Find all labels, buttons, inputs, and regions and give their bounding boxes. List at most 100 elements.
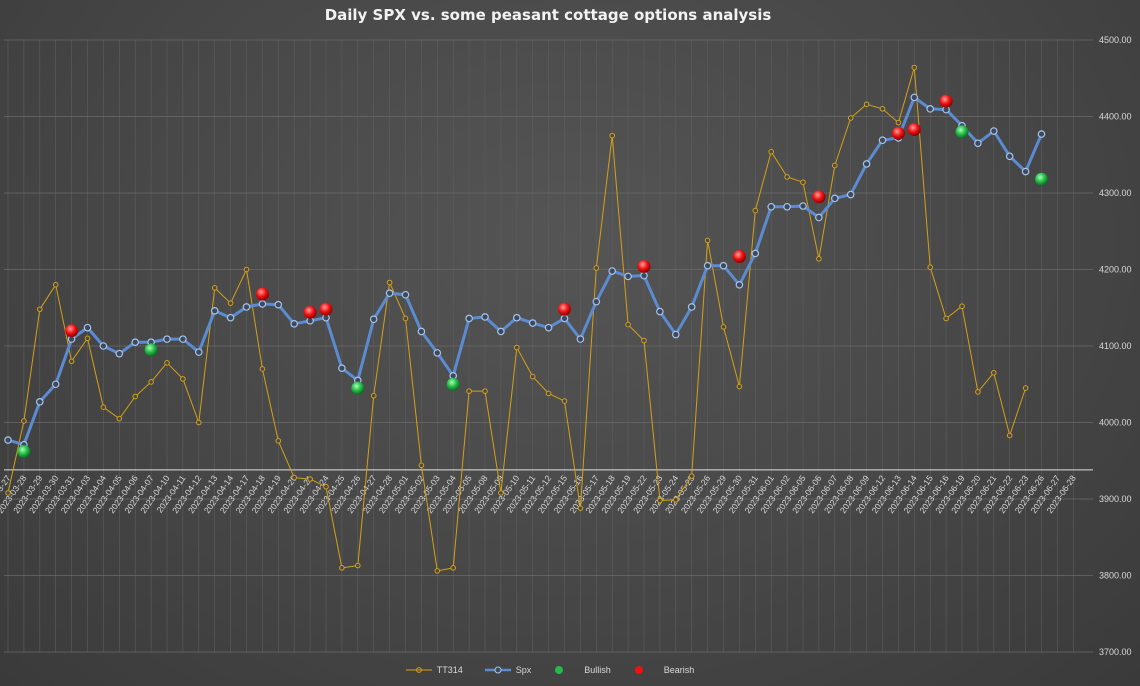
bearish-marker — [255, 287, 269, 301]
spx-point — [1021, 167, 1030, 176]
y-tick-label: 3800.00 — [1099, 571, 1132, 581]
tt314-point — [100, 404, 107, 411]
tt314-point — [625, 321, 631, 328]
tt314-point — [514, 344, 520, 351]
spx-point — [258, 300, 267, 308]
spx-point — [210, 307, 219, 315]
tt314-point — [211, 285, 218, 291]
legend-swatch-bullish — [555, 666, 564, 674]
bullish-marker — [955, 125, 969, 139]
spx-point — [751, 249, 760, 258]
spx-point — [401, 290, 410, 299]
spx-point — [417, 327, 426, 336]
tt314-point — [768, 148, 775, 155]
tt314-point — [800, 179, 806, 186]
spx-point — [4, 436, 12, 444]
y-tick-label: 4300.00 — [1099, 188, 1132, 198]
legend-label-bearish: Bearish — [663, 665, 695, 675]
spx-point — [195, 348, 203, 356]
spx-point — [274, 300, 283, 309]
spx-point — [989, 127, 998, 135]
spx-point — [481, 313, 489, 321]
spx-point — [131, 338, 140, 346]
y-tick-label: 3700.00 — [1099, 647, 1132, 657]
spx-point — [799, 202, 807, 210]
spx-point — [735, 280, 744, 289]
tt314-point — [164, 360, 170, 366]
spx-point — [926, 105, 935, 113]
spx-point — [179, 335, 187, 343]
y-tick-label: 4500.00 — [1099, 35, 1132, 45]
tt314-point — [402, 315, 409, 322]
tt314-point — [498, 490, 504, 496]
tt314-point — [991, 369, 997, 376]
tt314-point — [736, 383, 743, 390]
spx-point — [369, 315, 378, 324]
spx-point — [338, 364, 346, 372]
legend-label-tt314: TT314 — [436, 665, 463, 675]
legend: TT314 Spx Bullish Bearish — [0, 665, 1100, 675]
tt314-point — [307, 476, 313, 482]
bullish-marker — [17, 445, 31, 459]
tt314-point — [704, 237, 711, 244]
legend-item-tt314: TT314 — [405, 665, 463, 675]
spx-point — [687, 303, 696, 311]
spx-point — [226, 313, 235, 322]
bullish-marker — [1035, 172, 1048, 186]
y-tick-label: 4100.00 — [1099, 341, 1132, 351]
tt314-point — [196, 419, 202, 426]
spx-point — [878, 136, 887, 145]
bearish-marker — [558, 302, 571, 316]
tt314-point — [609, 132, 616, 139]
spx-point — [465, 314, 473, 323]
tt314-point — [5, 490, 11, 496]
tt314-point — [386, 279, 393, 286]
spx-point — [974, 139, 982, 148]
spx-point — [671, 330, 680, 339]
spx-point — [83, 323, 92, 332]
legend-swatch-tt314 — [405, 667, 432, 673]
bullish-marker — [144, 343, 158, 357]
bearish-marker — [65, 324, 79, 338]
bearish-marker — [939, 94, 953, 108]
tt314-point — [180, 376, 186, 382]
bearish-marker — [637, 259, 651, 273]
tt314-point — [927, 264, 934, 271]
tt314-point — [816, 255, 822, 262]
tt314-point — [673, 496, 679, 503]
tt314-point — [37, 306, 43, 313]
tt314-point — [1006, 432, 1013, 439]
tt314-point — [259, 366, 266, 372]
spx-point — [767, 202, 776, 211]
spx-point — [608, 267, 617, 275]
spx-point — [910, 93, 919, 102]
tt314-point — [418, 462, 425, 469]
legend-item-bullish: Bullish — [553, 665, 611, 675]
tt314-point — [291, 474, 298, 481]
bullish-marker — [446, 377, 460, 391]
tt314-point — [545, 390, 552, 397]
tt314-point — [641, 337, 647, 344]
spx-point — [497, 327, 505, 336]
spx-point — [35, 398, 44, 406]
bearish-marker — [319, 302, 333, 316]
spx-series-line — [7, 95, 1043, 447]
spx-point — [656, 307, 664, 316]
tt314-point — [959, 303, 965, 310]
tt314-point — [243, 266, 250, 273]
tt314-point — [720, 324, 727, 330]
spx-point — [783, 202, 791, 211]
tt314-point — [847, 115, 854, 121]
bullish-marker — [351, 381, 365, 395]
spx-point — [576, 335, 585, 343]
legend-item-spx: Spx — [484, 665, 531, 675]
tt314-point — [339, 565, 345, 571]
tt314-point — [52, 282, 59, 288]
spx-point — [163, 335, 171, 343]
y-tick-label: 4000.00 — [1099, 418, 1132, 428]
legend-label-bullish: Bullish — [584, 665, 611, 675]
tt314-point — [561, 398, 568, 404]
bearish-marker — [732, 249, 746, 263]
spx-point — [385, 289, 394, 298]
